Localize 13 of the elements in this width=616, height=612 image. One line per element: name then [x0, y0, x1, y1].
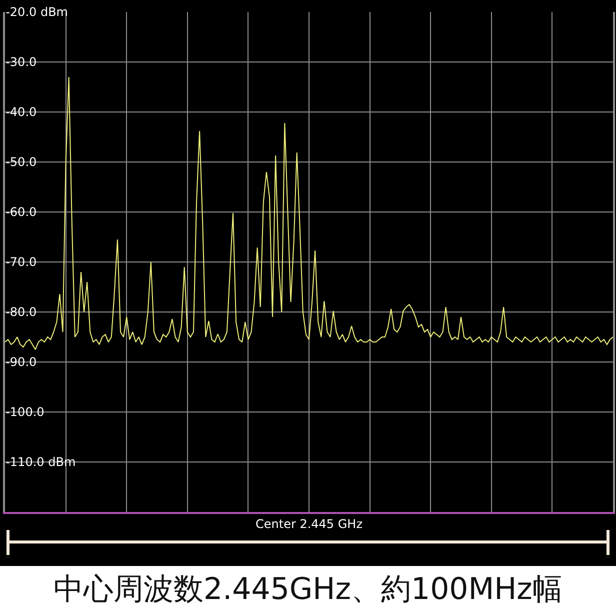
- y-tick-label: -30.0: [6, 55, 37, 70]
- y-tick-label: -60.0: [6, 205, 37, 220]
- y-tick-label: -90.0: [6, 355, 37, 370]
- line-series: [5, 76, 613, 350]
- y-tick-label: -70.0: [6, 255, 37, 270]
- y-tick-label: -80.0: [6, 305, 37, 320]
- y-tick-label: -40.0: [6, 105, 37, 120]
- x-axis-title: Center 2.445 GHz: [256, 516, 362, 531]
- y-tick-label: -50.0: [6, 155, 37, 170]
- y-tick-label: -110.0 dBm: [6, 455, 76, 470]
- text: 中心周波数2.445GHz、約100MHz幅: [54, 570, 562, 608]
- y-tick-label: -100.0: [6, 405, 44, 420]
- y-tick-label: -20.0 dBm: [6, 5, 68, 20]
